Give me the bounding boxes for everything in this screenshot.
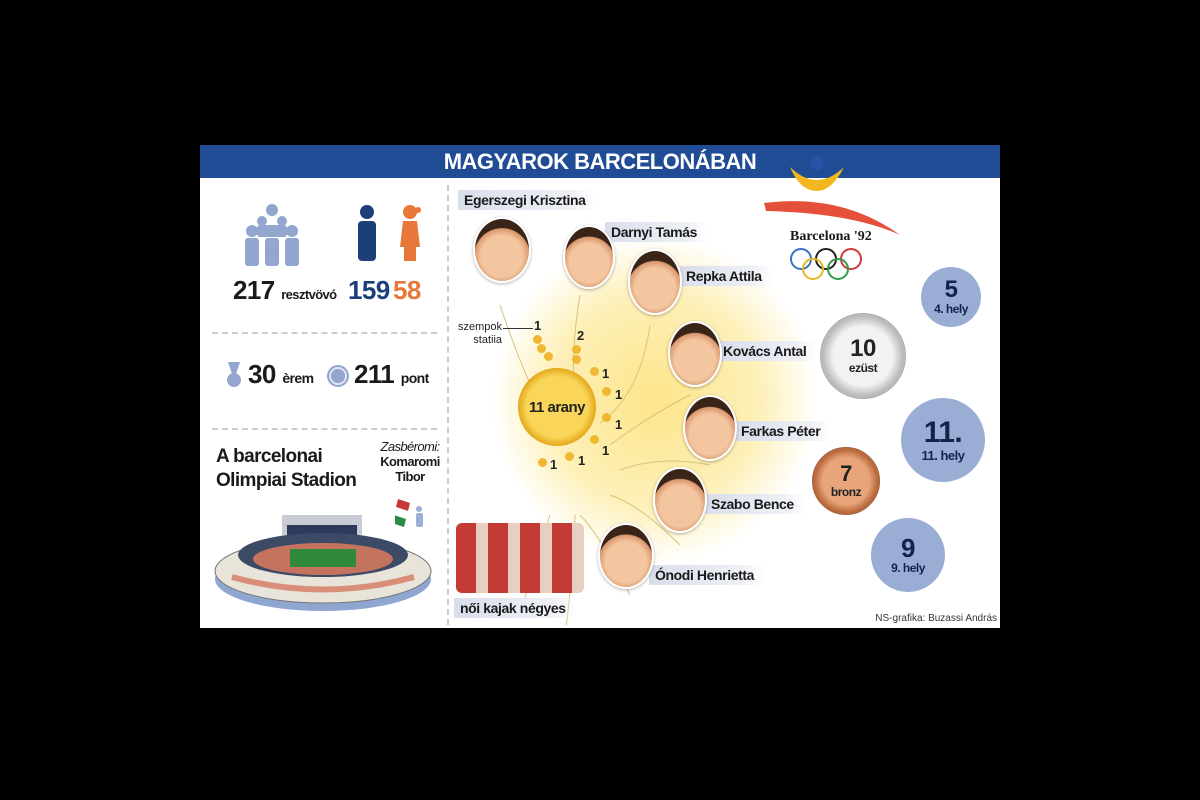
stadium-title: A barcelonai Olimpiai Stadion (216, 446, 357, 491)
gold-dot (533, 335, 542, 344)
barcelona-92-logo (764, 156, 900, 235)
stadium-illustration (214, 515, 432, 611)
athlete-label: Egerszegi Krisztina (458, 190, 596, 210)
gold-dot (544, 352, 553, 361)
athlete-portrait (598, 523, 654, 589)
participants-count: 217 resztvövó (233, 275, 337, 305)
gold-count-label: 1 (615, 387, 623, 402)
placing-circle: 11. 11. hely (901, 398, 985, 482)
logo-text: Barcelona '92 (790, 229, 872, 244)
credit: NS-grafika: Buzassi András (875, 613, 997, 624)
divider (212, 332, 437, 334)
medals-count: 30 èrem (248, 359, 314, 389)
male-icon (358, 205, 376, 261)
gold-count-label: 1 (534, 318, 542, 333)
athlete-label: Farkas Péter (735, 421, 831, 441)
gold-dot (572, 345, 581, 354)
gold-count-label: 1 (578, 453, 586, 468)
gold-count-label: 1 (602, 443, 610, 458)
kayak-team-photo (456, 523, 584, 593)
athlete-portrait (563, 225, 615, 289)
women-count: 58 (393, 275, 421, 305)
gold-dot (537, 344, 546, 353)
hungarian-flag-icon (395, 499, 423, 527)
athlete-label: női kajak négyes (454, 598, 576, 618)
gold-dot (590, 367, 599, 376)
title-bar: MAGYAROK BARCELONÁBAN (200, 145, 1000, 178)
silver-medal: 10 ezüst (820, 313, 906, 399)
athlete-label: Szabo Bence (705, 494, 804, 514)
gold-dot (590, 435, 599, 444)
placing-circle: 5 4. hely (921, 267, 981, 327)
athlete-portrait (628, 249, 682, 315)
gold-dot (572, 355, 581, 364)
athlete-portrait (473, 217, 531, 283)
olympic-rings-icon (790, 248, 862, 280)
annotation-line (503, 328, 533, 329)
athlete-label: Kovács Antal (717, 341, 817, 361)
bronze-medal: 7 bronz (812, 447, 880, 515)
gold-count-label: 1 (615, 417, 623, 432)
athlete-portrait (683, 395, 737, 461)
gold-medal: 11 arany (518, 368, 596, 446)
gold-count-label: 2 (577, 328, 585, 343)
athlete-label: Darnyi Tamás (605, 222, 707, 242)
divider (212, 428, 437, 430)
athlete-label: Repka Attila (680, 266, 772, 286)
athlete-label: Ónodi Henrietta (649, 565, 765, 585)
athlete-portrait (653, 467, 707, 533)
female-icon (400, 205, 421, 261)
gold-dot (565, 452, 574, 461)
infographic: MAGYAROK BARCELONÁBAN 217 resztvövó 159 … (200, 145, 1000, 628)
gold-dot (602, 387, 611, 396)
gold-count-label: 1 (550, 457, 558, 472)
gold-dot (538, 458, 547, 467)
points-count: 211 pont (354, 359, 429, 389)
placing-circle: 9 9. hely (871, 518, 945, 592)
flagbearer: Zasbéromi: Komaromi Tibor (380, 439, 440, 484)
group-people-icon (245, 204, 299, 266)
gold-dot (602, 413, 611, 422)
points-icon (327, 365, 349, 387)
gold-annotation: szempok statiia (458, 321, 503, 346)
gold-count-label: 1 (602, 366, 610, 381)
medal-icon (227, 362, 241, 387)
divider (447, 185, 449, 625)
men-count: 159 (348, 275, 390, 305)
athlete-portrait (668, 321, 722, 387)
